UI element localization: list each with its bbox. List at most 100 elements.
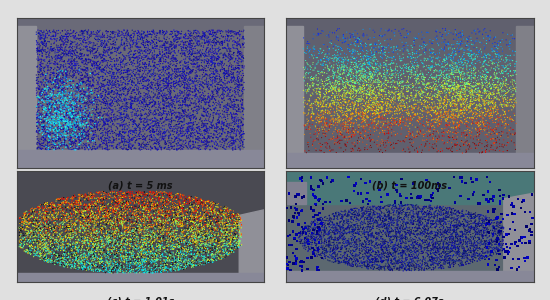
Point bbox=[162, 200, 171, 204]
Point bbox=[212, 135, 221, 140]
Point bbox=[344, 223, 353, 227]
Point bbox=[96, 135, 105, 140]
Point bbox=[229, 141, 238, 146]
Point bbox=[349, 132, 358, 137]
Point bbox=[346, 91, 355, 96]
Point bbox=[141, 33, 150, 38]
Point bbox=[167, 86, 176, 91]
Point bbox=[106, 238, 115, 243]
Point bbox=[171, 64, 180, 68]
Point bbox=[54, 246, 63, 251]
Point bbox=[91, 262, 100, 267]
Point bbox=[473, 132, 482, 137]
Point bbox=[70, 250, 79, 255]
Point bbox=[40, 78, 49, 83]
Point bbox=[124, 86, 133, 91]
Point bbox=[86, 66, 95, 71]
Point bbox=[189, 223, 197, 227]
Point bbox=[349, 54, 358, 59]
Point bbox=[15, 240, 24, 245]
Point bbox=[84, 76, 93, 81]
Point bbox=[466, 226, 475, 231]
Point bbox=[381, 85, 389, 90]
Point bbox=[392, 141, 400, 146]
Point bbox=[444, 230, 453, 235]
Point bbox=[86, 212, 95, 217]
Point bbox=[195, 136, 204, 140]
Point bbox=[142, 253, 151, 257]
Point bbox=[325, 46, 334, 51]
Point bbox=[318, 244, 327, 248]
Point bbox=[69, 234, 78, 239]
Point bbox=[352, 214, 361, 218]
Point bbox=[56, 118, 65, 123]
Point bbox=[410, 253, 419, 257]
Point bbox=[305, 247, 314, 252]
Point bbox=[333, 245, 342, 250]
Point bbox=[91, 68, 100, 73]
Point bbox=[315, 87, 324, 92]
Point bbox=[367, 238, 376, 243]
Point bbox=[90, 227, 99, 232]
Point bbox=[62, 68, 71, 73]
Point bbox=[329, 87, 338, 92]
Point bbox=[103, 82, 112, 86]
Point bbox=[72, 199, 80, 204]
Point bbox=[58, 118, 67, 123]
Point bbox=[322, 123, 331, 128]
Point bbox=[45, 119, 54, 124]
Point bbox=[200, 235, 208, 239]
Point bbox=[49, 208, 58, 213]
Point bbox=[359, 103, 367, 108]
Point bbox=[91, 241, 100, 246]
Point bbox=[354, 110, 363, 115]
Point bbox=[170, 81, 179, 86]
Point bbox=[18, 236, 26, 240]
Point bbox=[143, 117, 152, 122]
Point bbox=[37, 89, 46, 94]
Point bbox=[368, 65, 377, 70]
Point bbox=[382, 244, 390, 248]
Point bbox=[134, 85, 143, 90]
Point bbox=[336, 216, 345, 221]
Point bbox=[336, 76, 344, 81]
Point bbox=[216, 140, 224, 144]
Point bbox=[73, 44, 81, 49]
Point bbox=[124, 189, 133, 194]
Point bbox=[166, 232, 175, 236]
Point bbox=[371, 112, 380, 117]
Point bbox=[89, 267, 97, 272]
Point bbox=[78, 56, 86, 61]
Point bbox=[236, 127, 245, 132]
Point bbox=[37, 232, 46, 237]
Point bbox=[96, 207, 105, 212]
Point bbox=[398, 109, 407, 114]
Point bbox=[70, 105, 79, 110]
Point bbox=[131, 51, 140, 56]
Point bbox=[90, 133, 98, 137]
Point bbox=[208, 94, 217, 99]
Point bbox=[395, 210, 404, 215]
Point bbox=[318, 98, 327, 103]
Point bbox=[491, 229, 499, 233]
Point bbox=[86, 100, 95, 105]
Point bbox=[324, 242, 333, 247]
Point bbox=[40, 224, 49, 229]
Point bbox=[120, 212, 129, 217]
Point bbox=[480, 60, 488, 64]
Point bbox=[37, 214, 46, 219]
Point bbox=[196, 143, 205, 148]
Point bbox=[145, 209, 153, 214]
Point bbox=[417, 95, 426, 100]
Point bbox=[400, 214, 409, 219]
Point bbox=[239, 117, 248, 122]
Point bbox=[90, 60, 98, 65]
Point bbox=[39, 235, 48, 240]
Point bbox=[453, 217, 462, 221]
Point bbox=[412, 226, 421, 231]
Point bbox=[232, 218, 241, 223]
Point bbox=[131, 222, 140, 226]
Point bbox=[55, 206, 64, 211]
Point bbox=[322, 226, 331, 231]
Point bbox=[155, 38, 163, 43]
